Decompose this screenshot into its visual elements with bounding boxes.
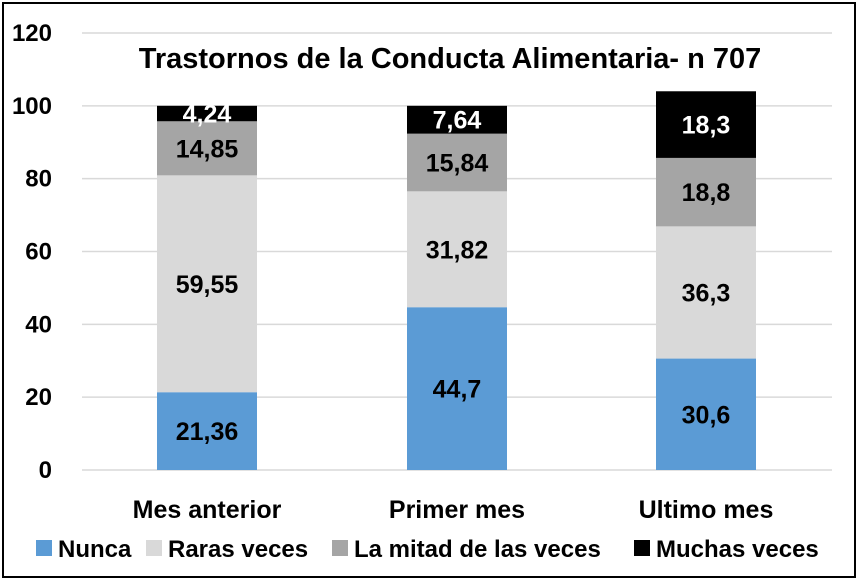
data-labels: 21,36 59,55 14,85 4,24 44,7 31,82 15,84 7,64 30,… (176, 101, 731, 447)
y-tick-label: 0 (39, 457, 52, 484)
x-category-label: Ultimo mes (639, 496, 774, 524)
y-axis-ticks: 0 20 40 60 80 100 120 (12, 20, 52, 484)
data-label: 4,24 (183, 101, 232, 129)
bar-segment (157, 105, 257, 122)
legend-swatch (36, 540, 52, 556)
bar-segment (157, 392, 257, 470)
y-tick-label: 60 (25, 239, 52, 266)
bar-segment (407, 105, 507, 134)
legend-swatch (634, 540, 650, 556)
chart-title: Trastornos de la Conducta Alimentaria- n… (139, 43, 762, 75)
bars (157, 91, 756, 470)
data-label: 15,84 (426, 149, 489, 177)
y-tick-label: 80 (25, 166, 52, 193)
x-category-label: Mes anterior (133, 496, 282, 524)
legend-label: Raras veces (168, 536, 308, 563)
bar-segment (656, 226, 756, 359)
data-label: 44,7 (433, 376, 482, 404)
data-label: 7,64 (433, 107, 482, 135)
data-label: 14,85 (176, 135, 239, 163)
data-label: 36,3 (682, 279, 731, 307)
x-category-label: Primer mes (389, 496, 525, 524)
data-label: 30,6 (682, 401, 731, 429)
y-tick-label: 40 (25, 311, 52, 338)
y-tick-label: 20 (25, 384, 52, 411)
bar-segment (157, 175, 257, 393)
legend-swatch (332, 540, 348, 556)
bar-segment (157, 121, 257, 176)
bar-segment (407, 191, 507, 308)
legend-label: La mitad de las veces (354, 536, 601, 563)
data-label: 21,36 (176, 418, 239, 446)
bar-segment (656, 91, 756, 158)
legend: Nunca Raras veces La mitad de las veces Muc… (36, 536, 819, 563)
bar-segment (656, 157, 756, 227)
bar-segment (656, 358, 756, 470)
data-label: 18,3 (682, 112, 731, 140)
bar-segment (407, 133, 507, 192)
data-label: 18,8 (682, 179, 731, 207)
data-label: 59,55 (176, 271, 239, 299)
data-label: 31,82 (426, 236, 489, 264)
legend-label: Nunca (58, 536, 132, 563)
bar-segment (407, 307, 507, 470)
y-tick-label: 120 (12, 20, 52, 47)
legend-swatch (146, 540, 162, 556)
x-axis-categories: Mes anterior Primer mes Ultimo mes (133, 496, 774, 524)
y-tick-label: 100 (12, 93, 52, 120)
legend-label: Muchas veces (656, 536, 819, 563)
